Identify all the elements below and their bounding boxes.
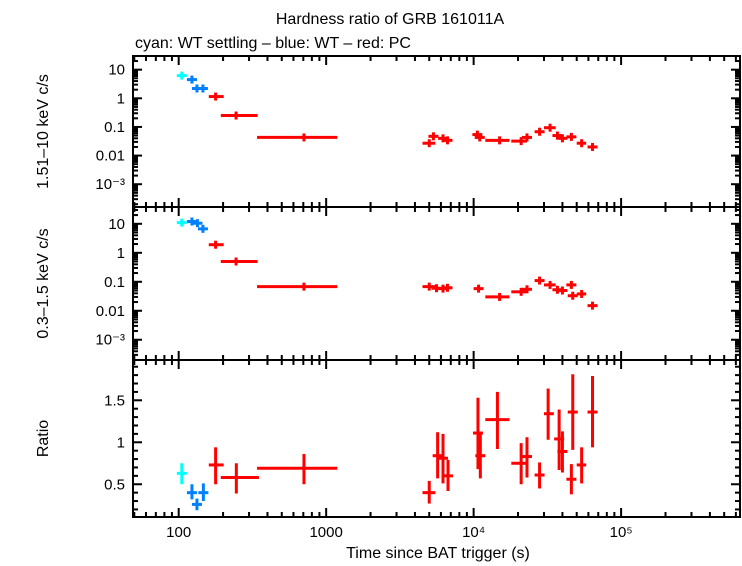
x-tick-label: 1000: [309, 524, 342, 541]
x-axis-label: Time since BAT trigger (s): [346, 545, 530, 562]
x-tick-label: 10⁴: [462, 524, 485, 541]
panel-frame: [132, 206, 741, 361]
y-tick-label: 10⁻³: [95, 176, 125, 193]
y-tick-label: 0.01: [96, 148, 125, 165]
y-tick-label: 0.01: [96, 303, 125, 320]
y-axis-label: Ratio: [35, 420, 52, 457]
y-tick-label: 10: [108, 216, 125, 233]
y-tick-label: 10⁻³: [95, 332, 125, 349]
y-tick-label: 0.5: [104, 476, 125, 493]
y-tick-label: 1: [117, 90, 125, 107]
y-tick-label: 10: [108, 62, 125, 79]
panel-frame: [132, 55, 741, 208]
y-axis-label: 1.51–10 keV c/s: [35, 74, 52, 189]
y-tick-label: 1: [117, 434, 125, 451]
y-tick-label: 0.1: [104, 274, 125, 291]
y-axis-label: 0.3–1.5 keV c/s: [35, 228, 52, 338]
chart-title: Hardness ratio of GRB 161011A: [276, 11, 505, 28]
y-tick-label: 1.5: [104, 392, 125, 409]
y-tick-label: 1: [117, 245, 125, 262]
panel-frame: [132, 359, 741, 518]
x-tick-label: 100: [166, 524, 191, 541]
y-tick-label: 0.1: [104, 119, 125, 136]
x-tick-label: 10⁵: [610, 524, 633, 541]
chart-subtitle: cyan: WT settling – blue: WT – red: PC: [135, 35, 411, 52]
